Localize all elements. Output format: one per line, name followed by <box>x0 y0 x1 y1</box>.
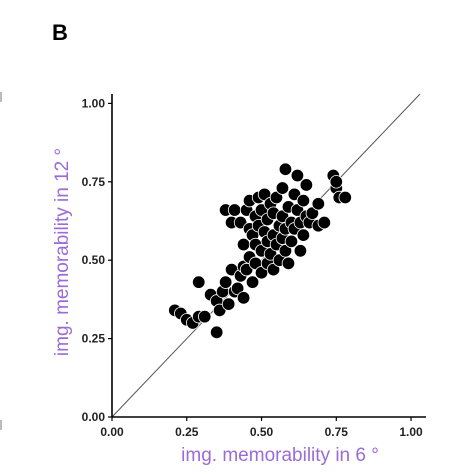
x-tick-label-3: 0.75 <box>325 425 349 439</box>
data-point-83 <box>338 190 352 205</box>
data-point-22 <box>236 291 251 305</box>
data-point-69 <box>293 244 308 258</box>
data-point-48 <box>266 262 281 277</box>
data-point-57 <box>278 162 293 176</box>
data-point-67 <box>290 168 305 183</box>
data-point-70 <box>296 193 311 208</box>
data-point-14 <box>221 297 236 311</box>
data-point-18 <box>227 203 242 217</box>
data-point-63 <box>284 234 299 249</box>
x-tick-label-4: 1.00 <box>399 425 423 439</box>
panel-label: B <box>52 20 68 45</box>
data-point-30 <box>245 275 260 289</box>
data-point-78 <box>317 215 332 230</box>
data-point-6 <box>198 309 212 324</box>
y-tick-label-4: 1.00 <box>82 96 106 110</box>
x-axis-title: img. memorability in 6 ° <box>181 445 379 466</box>
data-point-51 <box>269 190 284 205</box>
data-point-72 <box>299 178 314 192</box>
y-axis-title: img. memorability in 12 ° <box>52 148 73 356</box>
y-tick-label-3: 0.75 <box>82 175 106 189</box>
data-point-5 <box>192 275 206 289</box>
data-point-58 <box>278 244 293 258</box>
y-tick-label-2: 0.50 <box>82 253 106 267</box>
data-point-81 <box>329 175 343 189</box>
data-point-8 <box>209 325 224 340</box>
data-point-55 <box>275 181 290 195</box>
y-tick-label-0: 0.00 <box>82 410 106 424</box>
axes-group <box>111 94 426 418</box>
data-point-24 <box>236 237 251 252</box>
ticks-group: 0.00 0.25 0.50 0.75 1.00 0.00 0.25 0.50 0.75 1.00 <box>82 96 423 439</box>
y-tick-label-1: 0.25 <box>82 332 106 346</box>
data-point-61 <box>281 256 296 271</box>
data-point-71 <box>296 228 311 242</box>
data-points-group <box>168 162 352 340</box>
data-point-75 <box>305 206 320 220</box>
left-edge-mark-top <box>0 92 2 102</box>
x-tick-label-1: 0.25 <box>175 425 199 439</box>
data-point-12 <box>218 275 233 289</box>
left-edge-mark-bottom <box>0 420 2 430</box>
data-point-19 <box>230 281 245 296</box>
x-tick-label-0: 0.00 <box>100 425 124 439</box>
x-tick-label-2: 0.50 <box>250 425 274 439</box>
data-point-77 <box>311 197 326 211</box>
